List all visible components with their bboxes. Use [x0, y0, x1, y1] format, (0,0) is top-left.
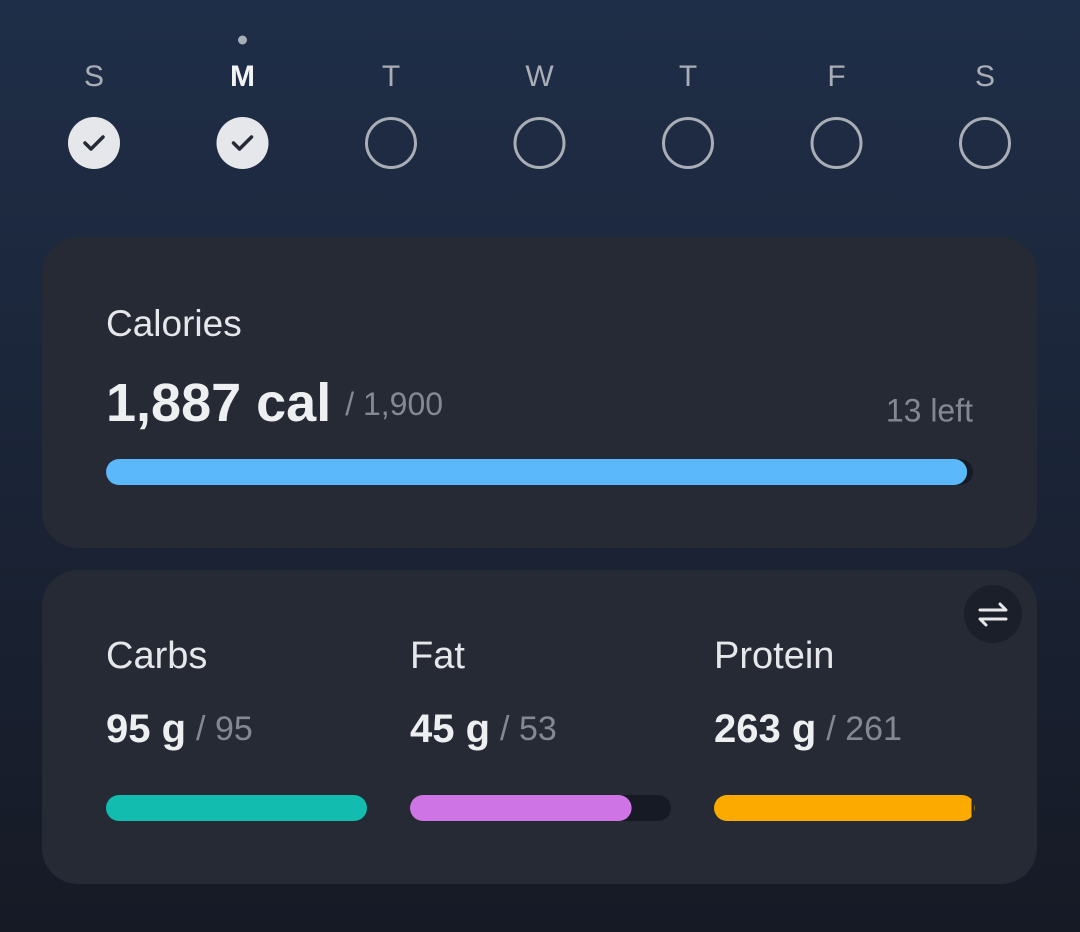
day-check[interactable]: [662, 117, 714, 169]
day-check[interactable]: [810, 117, 863, 169]
calories-remaining: 13 left: [886, 392, 973, 428]
day-check[interactable]: [513, 117, 566, 169]
progress-fill: [106, 459, 968, 485]
day-label: W: [525, 60, 554, 93]
calories-consumed: 1,887 cal: [106, 373, 331, 433]
macro-amount: 95 g / 95: [106, 707, 253, 751]
day-label: S: [84, 60, 104, 93]
day-check[interactable]: [68, 117, 120, 169]
day-check[interactable]: [365, 117, 417, 169]
selected-dot: [238, 35, 247, 45]
day-check[interactable]: [959, 117, 1011, 169]
day-check[interactable]: [216, 117, 269, 169]
day-label: T: [382, 60, 400, 93]
progress-fill: [410, 795, 632, 821]
swap-button[interactable]: [964, 585, 1022, 643]
macro-goal: / 53: [500, 710, 557, 748]
swap-button-bg[interactable]: [964, 585, 1022, 643]
progress-fill: [106, 795, 367, 821]
check-icon: [231, 135, 254, 151]
day-label: M: [230, 60, 255, 93]
check-icon: [83, 135, 105, 151]
day-label: F: [827, 60, 845, 93]
calories-title: Calories: [106, 303, 242, 344]
calories-amount: 1,887 cal / 1,900: [106, 373, 443, 433]
progress-fill: [714, 795, 975, 821]
macro-consumed: 45 g: [410, 707, 490, 751]
macro-amount: 45 g / 53: [410, 707, 557, 751]
macro-goal: / 261: [826, 710, 902, 748]
swap-icon[interactable]: [978, 602, 1008, 627]
day-label: T: [679, 60, 697, 93]
macro-amount: 263 g / 261: [714, 707, 902, 751]
macro-name: Fat: [410, 635, 465, 677]
macro-goal: / 95: [196, 710, 253, 748]
macro-consumed: 95 g: [106, 707, 186, 751]
macro-consumed: 263 g: [714, 707, 816, 751]
macro-name: Carbs: [106, 635, 207, 677]
calories-goal: / 1,900: [345, 386, 443, 422]
day-label: S: [975, 60, 995, 93]
macro-name: Protein: [714, 635, 834, 677]
